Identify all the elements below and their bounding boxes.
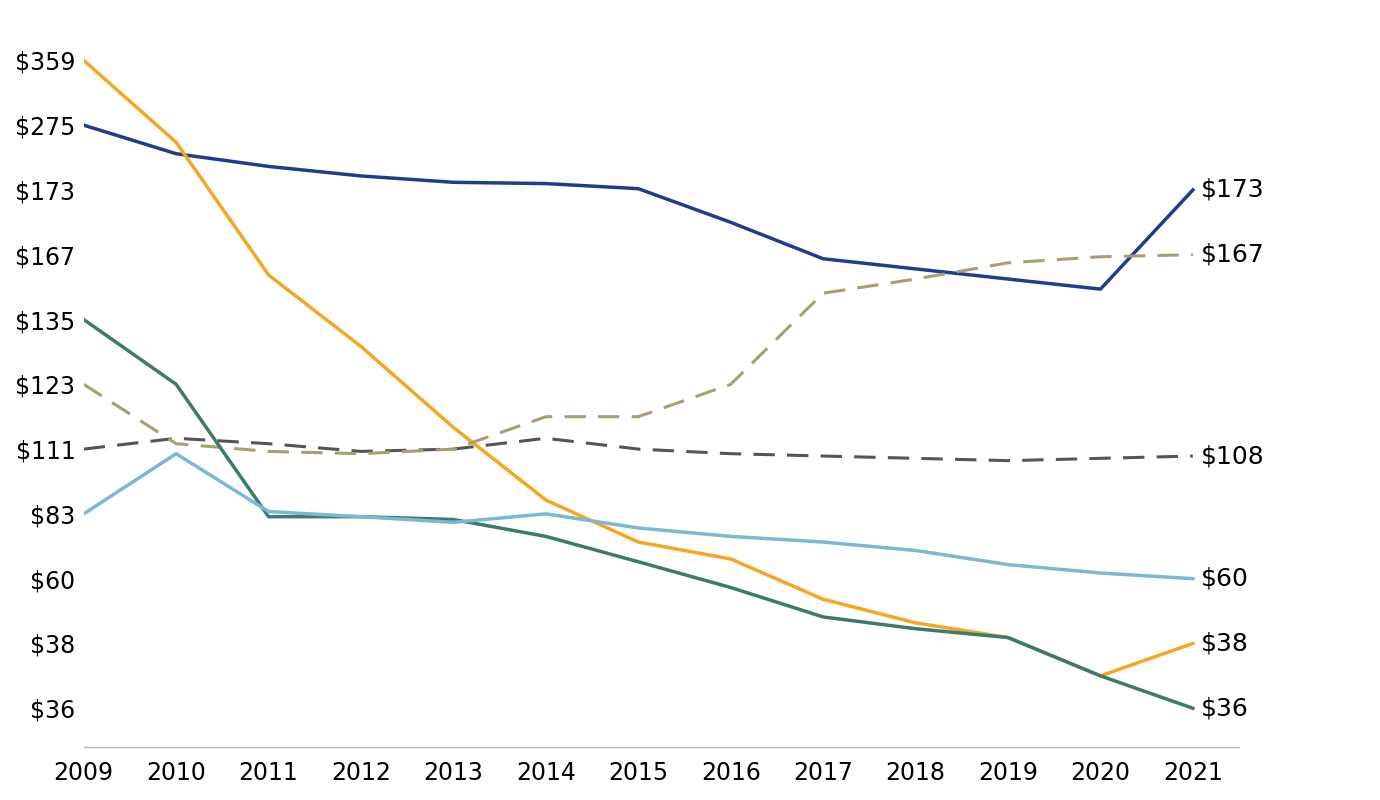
Text: $60: $60 bbox=[1201, 566, 1249, 590]
Text: $167: $167 bbox=[1201, 242, 1265, 266]
Text: $108: $108 bbox=[1201, 444, 1265, 468]
Text: $173: $173 bbox=[1201, 178, 1265, 202]
Text: $36: $36 bbox=[1201, 696, 1249, 720]
Text: $38: $38 bbox=[1201, 631, 1249, 655]
